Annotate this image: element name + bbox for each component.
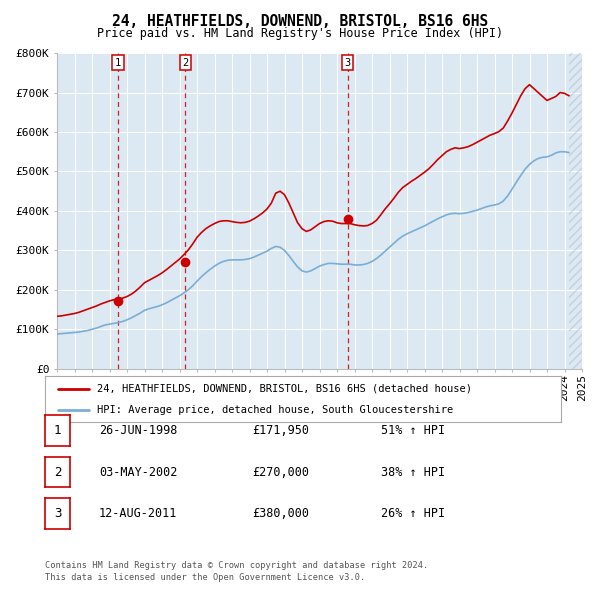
Text: HPI: Average price, detached house, South Gloucestershire: HPI: Average price, detached house, Sout… xyxy=(97,405,453,415)
Text: £171,950: £171,950 xyxy=(252,424,309,437)
Text: 03-MAY-2002: 03-MAY-2002 xyxy=(99,466,178,478)
Text: 24, HEATHFIELDS, DOWNEND, BRISTOL, BS16 6HS (detached house): 24, HEATHFIELDS, DOWNEND, BRISTOL, BS16 … xyxy=(97,384,472,394)
Text: 3: 3 xyxy=(54,507,61,520)
Text: 12-AUG-2011: 12-AUG-2011 xyxy=(99,507,178,520)
Text: 26% ↑ HPI: 26% ↑ HPI xyxy=(381,507,445,520)
Text: 1: 1 xyxy=(54,424,61,437)
Text: 2: 2 xyxy=(54,466,61,478)
Text: 51% ↑ HPI: 51% ↑ HPI xyxy=(381,424,445,437)
Bar xyxy=(569,53,582,369)
Text: £270,000: £270,000 xyxy=(252,466,309,478)
Text: 2: 2 xyxy=(182,58,188,68)
Text: 38% ↑ HPI: 38% ↑ HPI xyxy=(381,466,445,478)
Text: 1: 1 xyxy=(115,58,121,68)
Text: 3: 3 xyxy=(344,58,351,68)
Bar xyxy=(569,53,582,369)
Text: Contains HM Land Registry data © Crown copyright and database right 2024.: Contains HM Land Registry data © Crown c… xyxy=(45,560,428,570)
Text: 26-JUN-1998: 26-JUN-1998 xyxy=(99,424,178,437)
Text: 24, HEATHFIELDS, DOWNEND, BRISTOL, BS16 6HS: 24, HEATHFIELDS, DOWNEND, BRISTOL, BS16 … xyxy=(112,14,488,29)
Text: This data is licensed under the Open Government Licence v3.0.: This data is licensed under the Open Gov… xyxy=(45,572,365,582)
Text: Price paid vs. HM Land Registry's House Price Index (HPI): Price paid vs. HM Land Registry's House … xyxy=(97,27,503,40)
Text: £380,000: £380,000 xyxy=(252,507,309,520)
